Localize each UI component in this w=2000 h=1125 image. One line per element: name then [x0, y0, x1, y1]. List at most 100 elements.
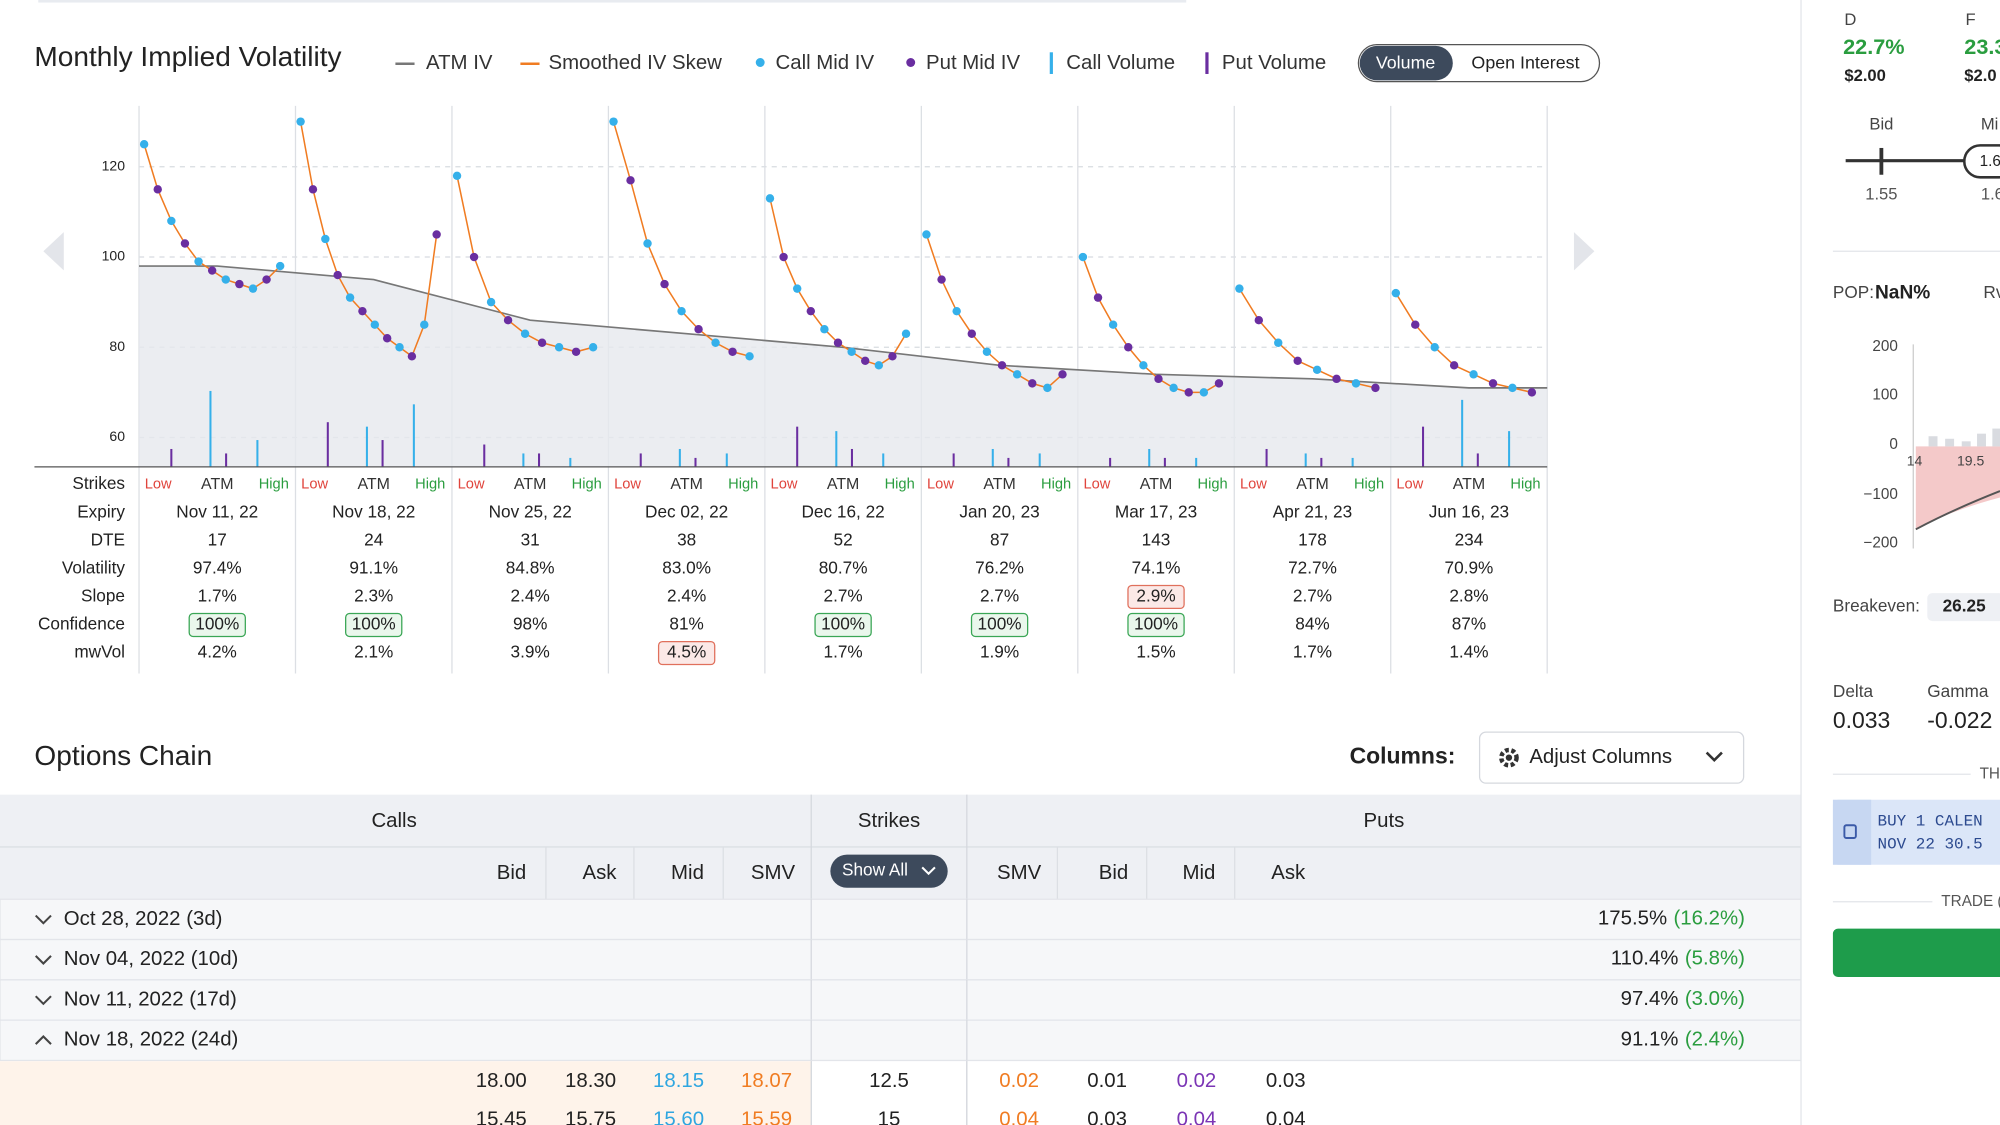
expiry-row[interactable]	[0, 898, 1802, 941]
expiry-iv-value: 91.1%	[1621, 1029, 1679, 1051]
call-iv-dot	[922, 230, 931, 239]
next-arrow[interactable]	[1573, 232, 1595, 271]
group-header: Strikes	[858, 810, 920, 832]
call-iv-dot	[847, 347, 856, 356]
prev-arrow[interactable]	[43, 232, 64, 271]
put-iv-dot	[1184, 388, 1193, 397]
chain-title: Options Chain	[34, 740, 212, 771]
strike-label: Low	[771, 477, 798, 493]
toggle-open-interest[interactable]: Open Interest	[1471, 52, 1579, 72]
loss-area	[1915, 446, 2000, 530]
call-iv-dot	[167, 216, 176, 226]
expand-chevron[interactable]	[34, 955, 52, 965]
put-iv-dot	[180, 239, 190, 248]
gear-center	[1505, 754, 1513, 761]
cell: Dec 02, 22	[645, 501, 728, 521]
expiry-label: Nov 18, 2022 (24d)	[64, 1029, 239, 1051]
toggle-volume[interactable]: Volume	[1376, 52, 1436, 72]
row-label: Expiry	[77, 501, 125, 521]
put-iv-dot	[469, 252, 479, 262]
put-iv-dot	[660, 279, 669, 289]
expiry-slope: (16.2%)	[1673, 908, 1744, 930]
gamma-value: -0.022	[1927, 707, 1992, 733]
show-all-label[interactable]: Show All	[842, 860, 908, 880]
call-cell: 18.00	[476, 1070, 527, 1092]
group-header: Puts	[1364, 810, 1405, 832]
strike-label: Low	[1083, 477, 1110, 493]
show-all-chevron	[921, 866, 936, 876]
put-cell: 0.02	[999, 1070, 1039, 1092]
put-iv-dot	[537, 338, 547, 347]
breakeven-label: Breakeven:	[1833, 596, 1920, 616]
put-iv-dot	[432, 230, 441, 239]
expiry-row[interactable]	[0, 938, 1802, 981]
adjust-columns-button[interactable]: Adjust Columns	[1478, 731, 1745, 784]
column-header: Mid	[671, 862, 704, 884]
strike-label: High	[1198, 477, 1228, 493]
put-volume-bar	[1265, 448, 1268, 467]
put-iv-dot	[333, 270, 342, 280]
call-volume-bar	[522, 453, 525, 467]
call-iv-dot	[520, 329, 530, 338]
expand-chevron[interactable]	[34, 914, 52, 925]
strike-label: Low	[1396, 477, 1423, 493]
call-volume-bar	[256, 440, 259, 467]
cell: Nov 18, 22	[332, 501, 415, 521]
expiry-row[interactable]	[0, 1019, 1802, 1062]
cell: 31	[521, 529, 540, 549]
button-label[interactable]: Adjust Columns	[1529, 746, 1672, 768]
cell: Dec 16, 22	[802, 501, 885, 521]
put-iv-dot	[861, 356, 870, 366]
mid-value: 1.6	[1981, 185, 2000, 204]
button-frame[interactable]	[1478, 731, 1745, 784]
put-iv-dot	[888, 352, 897, 361]
show-all-pill[interactable]	[830, 854, 948, 888]
expand-chevron[interactable]	[34, 1035, 52, 1045]
trade-button[interactable]	[1832, 928, 2000, 978]
expiry-row[interactable]	[0, 979, 1802, 1021]
put-volume-bar	[694, 457, 697, 467]
strike-label: ATM	[983, 476, 1015, 493]
cell: 2.1%	[354, 642, 393, 662]
strike-label: ATM	[1140, 476, 1172, 493]
smoothed-skew	[299, 121, 438, 358]
put-iv-dot	[1214, 379, 1224, 388]
expand-chevron[interactable]	[34, 995, 52, 1006]
call-cell: 15.60	[653, 1108, 704, 1125]
slider-knob[interactable]	[1963, 144, 2000, 179]
put-iv-dot	[1028, 379, 1037, 388]
call-iv-dot	[248, 284, 258, 293]
cell: 100%	[352, 614, 396, 634]
put-iv-dot	[1093, 293, 1103, 302]
call-iv-dot	[982, 347, 992, 356]
call-volume-bar	[1461, 399, 1464, 467]
cell: 100%	[1134, 614, 1178, 634]
row-label: mwVol	[74, 642, 125, 662]
call-iv-dot	[1274, 338, 1283, 347]
cell: 98%	[513, 614, 547, 634]
cell: 1.4%	[1449, 642, 1488, 662]
order-box[interactable]	[1832, 799, 2000, 865]
put-iv-dot	[937, 275, 946, 284]
toggle-active[interactable]	[1359, 45, 1453, 81]
highlight-box	[188, 612, 246, 638]
y-tick-label: 120	[102, 157, 126, 173]
call-iv-dot	[296, 117, 305, 126]
put-iv-dot	[728, 347, 737, 356]
strike-label: High	[728, 477, 758, 493]
cell: 3.9%	[511, 642, 550, 662]
call-volume-bar	[1038, 453, 1041, 467]
call-iv-dot	[643, 239, 652, 248]
call-iv-dot	[1391, 288, 1401, 298]
chart-title: Monthly Implied Volatility	[34, 41, 341, 72]
call-cell: 18.30	[565, 1070, 616, 1092]
cell: Apr 21, 23	[1273, 501, 1352, 521]
call-iv-dot	[874, 361, 884, 370]
order-icon	[1843, 824, 1857, 839]
highlight-box	[657, 640, 716, 666]
put-iv-dot	[1293, 356, 1302, 366]
toggle[interactable]: Volume Open Interest	[1357, 44, 1601, 83]
call-iv-dot	[677, 306, 686, 316]
